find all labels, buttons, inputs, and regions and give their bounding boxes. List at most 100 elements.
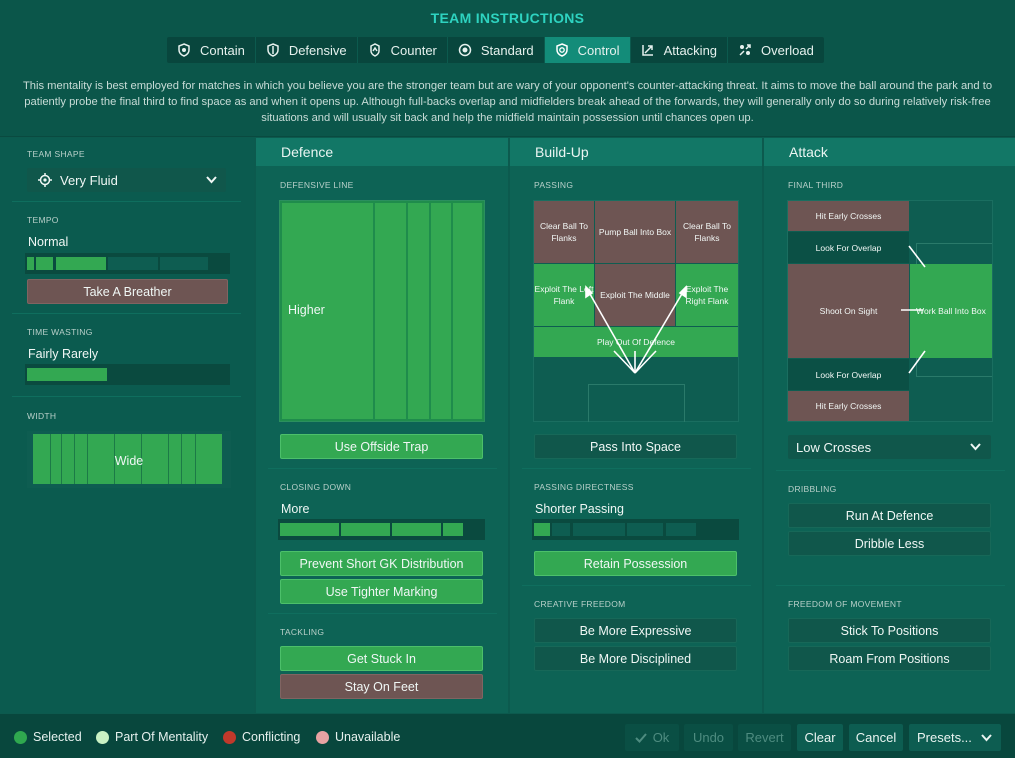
tab-contain[interactable]: Contain: [167, 37, 256, 63]
tab-attacking[interactable]: Attacking: [631, 37, 729, 63]
width-line: [61, 434, 62, 484]
divider: [776, 585, 1005, 586]
directness-segment: [627, 523, 663, 536]
unavailable-dot-icon: [316, 730, 329, 744]
presets-dropdown[interactable]: Presets...: [909, 724, 1001, 751]
time-wasting-label: TIME WASTING: [27, 327, 93, 337]
defensive-line-pitch[interactable]: Higher: [279, 200, 485, 422]
check-icon: [634, 732, 647, 743]
tab-overload[interactable]: Overload: [728, 37, 824, 63]
retain-possession-button[interactable]: Retain Possession: [534, 551, 737, 576]
clear-ball-to-flanks-right[interactable]: Clear Ball To Flanks: [676, 201, 738, 263]
cancel-button[interactable]: Cancel: [849, 724, 903, 751]
penalty-box: [588, 384, 685, 422]
divider: [522, 468, 751, 469]
build-up-column: Build-Up PASSING Clear Ball To Flanks Pu…: [510, 138, 762, 713]
passing-directness-slider[interactable]: [532, 519, 739, 540]
exploit-right-flank[interactable]: Exploit The Right Flank: [676, 264, 738, 326]
tempo-slider[interactable]: [25, 253, 230, 274]
prevent-short-gk-distribution-button[interactable]: Prevent Short GK Distribution: [280, 551, 483, 576]
width-line: [195, 434, 196, 484]
tempo-segment: [27, 257, 34, 270]
width-line: [181, 434, 182, 484]
divider: [776, 470, 1005, 471]
be-more-expressive-button[interactable]: Be More Expressive: [534, 618, 737, 643]
width-value: Wide: [114, 454, 144, 468]
dribble-less-button[interactable]: Dribble Less: [788, 531, 991, 556]
time-wasting-value: Fairly Rarely: [28, 347, 99, 361]
closing-down-value: More: [281, 502, 310, 516]
tab-label: Counter: [390, 42, 437, 58]
play-out-of-defence[interactable]: Play Out Of Defence: [534, 327, 738, 357]
take-a-breather-button[interactable]: Take A Breather: [27, 279, 228, 304]
tab-label: Defensive: [288, 42, 347, 58]
look-for-overlap-bottom[interactable]: Look For Overlap: [788, 359, 909, 390]
crosshair-icon: [38, 173, 52, 187]
be-more-disciplined-button[interactable]: Be More Disciplined: [534, 646, 737, 671]
width-line: [74, 434, 75, 484]
mentality-tabs: Contain Defensive Counter Standard Contr…: [167, 37, 824, 63]
pump-ball-into-box[interactable]: Pump Ball Into Box: [595, 201, 675, 263]
width-fill: [33, 434, 222, 484]
tab-label: Standard: [480, 42, 534, 58]
divider: [268, 613, 497, 614]
divider: [268, 468, 497, 469]
tab-standard[interactable]: Standard: [448, 37, 545, 63]
ok-label: Ok: [652, 730, 670, 745]
run-at-defence-button[interactable]: Run At Defence: [788, 503, 991, 528]
tab-label: Overload: [761, 42, 814, 58]
tab-control[interactable]: Control: [544, 37, 631, 63]
closing-segment: [280, 523, 339, 536]
defence-column: Defence DEFENSIVE LINE Higher Use Offsid…: [256, 138, 508, 713]
closing-segment: [443, 523, 463, 536]
exploit-left-flank[interactable]: Exploit The Left Flank: [534, 264, 594, 326]
team-shape-dropdown[interactable]: Very Fluid: [27, 168, 226, 192]
clear-button[interactable]: Clear: [797, 724, 843, 751]
pass-into-space-button[interactable]: Pass Into Space: [534, 434, 737, 459]
look-for-overlap-top[interactable]: Look For Overlap: [788, 232, 909, 263]
team-shape-value: Very Fluid: [60, 172, 118, 188]
control-shield-icon: [555, 43, 568, 57]
counter-arrow-icon: [369, 43, 380, 57]
revert-button[interactable]: Revert: [738, 724, 791, 751]
divider: [12, 396, 241, 397]
page-title: TEAM INSTRUCTIONS: [430, 10, 585, 26]
width-line: [114, 434, 115, 484]
clear-ball-to-flanks-left[interactable]: Clear Ball To Flanks: [534, 201, 594, 263]
width-pitch[interactable]: Wide: [27, 431, 231, 488]
selected-dot-icon: [14, 730, 27, 744]
stick-to-positions-button[interactable]: Stick To Positions: [788, 618, 991, 643]
shoot-on-sight[interactable]: Shoot On Sight: [788, 264, 909, 358]
ok-button[interactable]: Ok: [625, 724, 679, 751]
roam-from-positions-button[interactable]: Roam From Positions: [788, 646, 991, 671]
use-tighter-marking-button[interactable]: Use Tighter Marking: [280, 579, 483, 604]
closing-down-slider[interactable]: [278, 519, 485, 540]
crossing-dropdown[interactable]: Low Crosses: [788, 435, 991, 459]
target-icon: [458, 43, 472, 57]
legend-part-of-mentality: Part Of Mentality: [96, 730, 208, 744]
exploit-the-middle[interactable]: Exploit The Middle: [595, 264, 675, 326]
width-line: [141, 434, 142, 484]
tab-defensive[interactable]: Defensive: [256, 37, 358, 63]
pitch-zone: [431, 203, 451, 419]
hit-early-crosses-top[interactable]: Hit Early Crosses: [788, 201, 909, 231]
passing-pitch: Clear Ball To Flanks Pump Ball Into Box …: [533, 200, 739, 422]
use-offside-trap-button[interactable]: Use Offside Trap: [280, 434, 483, 459]
time-wasting-slider[interactable]: [25, 364, 230, 385]
conflicting-dot-icon: [223, 730, 236, 744]
pitch-zone: [375, 203, 406, 419]
undo-button[interactable]: Undo: [684, 724, 733, 751]
dribbling-label: DRIBBLING: [788, 484, 837, 494]
legend-label: Selected: [33, 730, 82, 744]
divider: [12, 201, 241, 202]
general-settings-panel: TEAM SHAPE Very Fluid TEMPO Normal Take …: [0, 138, 254, 713]
stay-on-feet-button[interactable]: Stay On Feet: [280, 674, 483, 699]
passing-directness-value: Shorter Passing: [535, 502, 624, 516]
creative-freedom-label: CREATIVE FREEDOM: [534, 599, 626, 609]
attack-column: Attack FINAL THIRD Hit Early Crosses Loo…: [764, 138, 1015, 713]
tab-counter[interactable]: Counter: [358, 37, 448, 63]
final-third-pitch: Hit Early Crosses Look For Overlap Shoot…: [787, 200, 993, 422]
work-ball-into-box[interactable]: Work Ball Into Box: [910, 264, 992, 358]
get-stuck-in-button[interactable]: Get Stuck In: [280, 646, 483, 671]
hit-early-crosses-bottom[interactable]: Hit Early Crosses: [788, 391, 909, 421]
